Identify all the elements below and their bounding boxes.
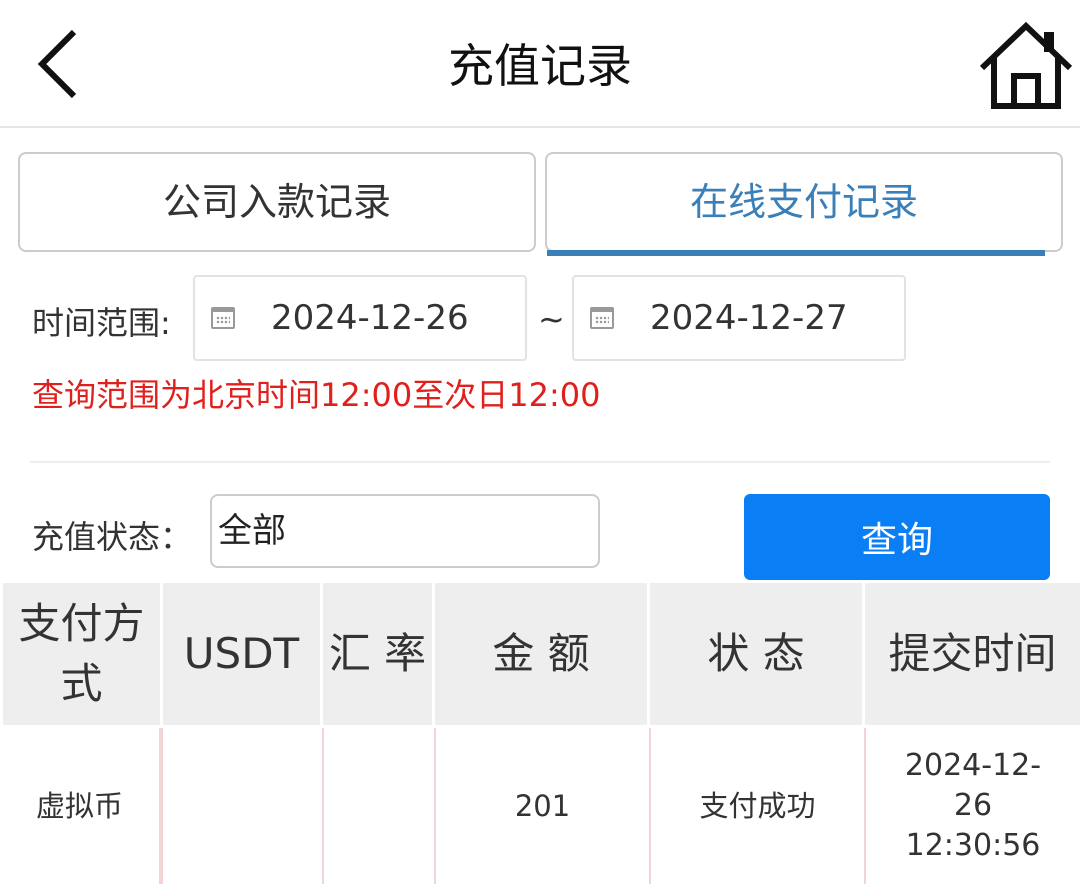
status-select[interactable]: 全部 bbox=[210, 494, 600, 568]
calendar-icon bbox=[590, 307, 614, 329]
cell-usdt bbox=[161, 728, 322, 884]
column-header: 金 额 bbox=[435, 583, 647, 725]
calendar-icon bbox=[211, 307, 235, 329]
cell-submit-time: 2024-12-26 12:30:56 bbox=[864, 728, 1080, 884]
range-separator: ~ bbox=[538, 300, 565, 338]
tab-label: 在线支付记录 bbox=[689, 180, 918, 224]
column-header: USDT bbox=[163, 583, 320, 725]
tab-label: 公司入款记录 bbox=[162, 180, 391, 224]
query-button[interactable]: 查询 bbox=[744, 494, 1050, 580]
tab-online-payment[interactable]: 在线支付记录 bbox=[545, 152, 1063, 256]
end-date-input[interactable]: 2024-12-27 bbox=[572, 275, 906, 361]
status-label: 充值状态： bbox=[32, 518, 193, 556]
query-notice: 查询范围为北京时间12:00至次日12:00 bbox=[32, 376, 601, 414]
header-bar: 充值记录 bbox=[0, 0, 1080, 128]
column-header: 支付方式 bbox=[3, 583, 160, 725]
end-date-value: 2024-12-27 bbox=[650, 298, 848, 338]
start-date-value: 2024-12-26 bbox=[271, 298, 469, 338]
cell-amount: 201 bbox=[434, 728, 649, 884]
column-header: 提交时间 bbox=[865, 583, 1080, 725]
time-range-label: 时间范围: bbox=[32, 304, 171, 342]
column-header: 汇 率 bbox=[323, 583, 432, 725]
cell-rate bbox=[322, 728, 434, 884]
page-title: 充值记录 bbox=[448, 39, 632, 93]
home-icon[interactable] bbox=[976, 20, 1076, 112]
column-header: 状 态 bbox=[650, 583, 862, 725]
tab-company-deposit[interactable]: 公司入款记录 bbox=[18, 152, 536, 252]
divider bbox=[30, 461, 1050, 463]
active-tab-indicator bbox=[547, 250, 1045, 256]
cell-status: 支付成功 bbox=[649, 728, 864, 884]
start-date-input[interactable]: 2024-12-26 bbox=[193, 275, 527, 361]
chevron-left-icon[interactable] bbox=[30, 26, 90, 102]
cell-payment-method: 虚拟币 bbox=[0, 728, 161, 884]
